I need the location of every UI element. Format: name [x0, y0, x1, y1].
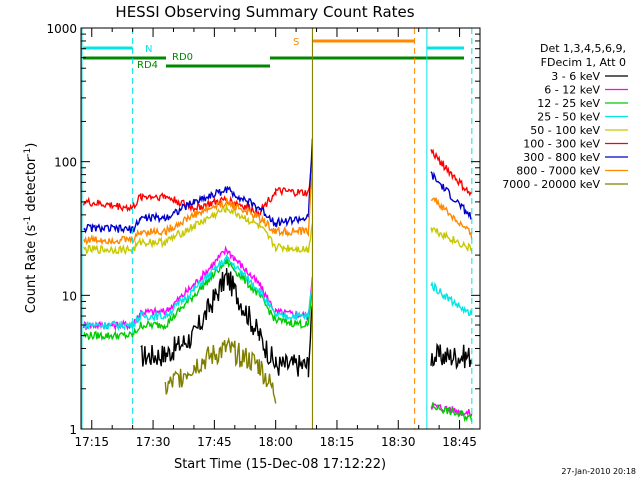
night-label: N [145, 44, 152, 55]
legend-label-3: 25 - 50 keV [537, 111, 600, 124]
series-line-4 [82, 204, 473, 256]
legend-header-line2: FDecim 1, Att 0 [541, 56, 626, 69]
legend-label-7: 800 - 7000 keV [516, 165, 600, 178]
legend-label-5: 100 - 300 keV [523, 138, 600, 151]
y-axis-label: Count Rate (s-1 detector-1) [23, 143, 39, 314]
series-line-2 [82, 257, 473, 423]
plot-frame [80, 27, 481, 430]
y-axis-label-tail: detector [24, 156, 39, 216]
annotation-bars: N S RD0 RD4 [83, 37, 464, 71]
legend-label-0: 3 - 6 keV [551, 70, 600, 83]
y-axis-label-main: Count Rate (s [24, 225, 39, 314]
chart-title: HESSI Observing Summary Count Rates [115, 3, 414, 21]
x-tick-label: 18:30 [381, 435, 416, 449]
saa-label: S [293, 37, 299, 48]
x-tick-label: 17:15 [74, 435, 109, 449]
y-axis-label-close: ) [24, 143, 39, 148]
x-axis-label: Start Time (15-Dec-08 17:12:22) [174, 457, 386, 472]
legend: Det 1,3,4,5,6,9, FDecim 1, Att 0 3 - 6 k… [502, 42, 628, 191]
series-line-7 [82, 168, 473, 246]
legend-label-1: 6 - 12 keV [544, 84, 600, 97]
x-tick-label: 17:45 [197, 435, 232, 449]
series-line-8 [164, 336, 277, 404]
y-axis-ticks: 1 10 100 1000 [46, 22, 480, 437]
legend-label-2: 12 - 25 keV [537, 97, 600, 110]
series-line-5 [82, 148, 473, 218]
y-axis-label-sup1: -1 [23, 216, 33, 225]
series-line-6 [83, 138, 473, 234]
series-line-3 [83, 254, 473, 332]
rd4-label: RD4 [137, 60, 158, 71]
series-lines [82, 138, 473, 423]
legend-label-6: 300 - 800 keV [523, 151, 600, 164]
y-tick-label: 10 [62, 289, 77, 303]
footer-date: 27-Jan-2010 20:18 [561, 467, 636, 476]
y-axis-label-sup2: -1 [23, 148, 33, 157]
x-tick-label: 18:45 [442, 435, 477, 449]
x-axis-ticks: 17:15 17:30 17:45 18:00 18:15 18:30 18:45 [74, 28, 481, 449]
x-tick-label: 18:15 [320, 435, 355, 449]
y-tick-label: 1000 [46, 22, 77, 36]
marker-lines [81, 28, 473, 429]
x-tick-label: 17:30 [136, 435, 171, 449]
series-line-1 [82, 245, 473, 419]
rd0-label: RD0 [172, 52, 193, 63]
legend-label-8: 7000 - 20000 keV [502, 178, 600, 191]
legend-label-4: 50 - 100 keV [530, 124, 600, 137]
x-tick-label: 18:00 [258, 435, 293, 449]
y-tick-label: 1 [69, 423, 77, 437]
y-tick-label: 100 [54, 156, 77, 170]
series-line-0 [140, 268, 473, 378]
legend-header-line1: Det 1,3,4,5,6,9, [540, 42, 626, 55]
